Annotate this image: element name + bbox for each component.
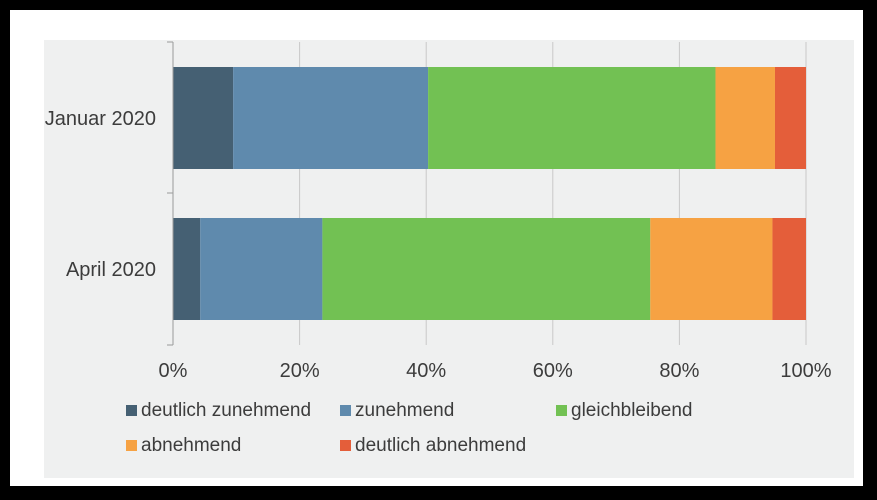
x-tick-label: 80%: [659, 360, 699, 382]
bar-deutlich-abnehmend-januar-2020: [774, 67, 806, 169]
x-tick-label: 0%: [159, 360, 188, 382]
bar-zunehmend-april-2020: [200, 218, 323, 320]
legend-label-deutlich-abnehmend: deutlich abnehmend: [355, 435, 526, 456]
x-tick-label: 40%: [406, 360, 446, 382]
bars: [173, 67, 806, 320]
legend-swatch-abnehmend: [126, 440, 137, 451]
legend-label-deutlich-zunehmend: deutlich zunehmend: [141, 400, 311, 421]
category-label: April 2020: [66, 259, 156, 281]
legend-label-zunehmend: zunehmend: [355, 400, 454, 421]
legend-label-gleichbleibend: gleichbleibend: [571, 400, 693, 421]
legend-swatch-zunehmend: [340, 405, 351, 416]
x-tick-label: 60%: [533, 360, 573, 382]
legend-swatch-deutlich-zunehmend: [126, 405, 137, 416]
category-label: Januar 2020: [45, 108, 156, 130]
legend: deutlich zunehmend zunehmend gleichbleiben…: [126, 400, 693, 456]
bar-deutlich-zunehmend-april-2020: [173, 218, 201, 320]
legend-swatch-gleichbleibend: [556, 405, 567, 416]
bar-abnehmend-januar-2020: [715, 67, 775, 169]
bar-deutlich-zunehmend-januar-2020: [173, 67, 234, 169]
axes: 0% 20% 40% 60% 80% 100% Januar 2020 April 2020: [45, 41, 832, 382]
bar-gleichbleibend-april-2020: [322, 218, 651, 320]
bar-zunehmend-januar-2020: [233, 67, 429, 169]
bar-abnehmend-april-2020: [650, 218, 773, 320]
bar-gleichbleibend-januar-2020: [428, 67, 716, 169]
x-tick-label: 20%: [280, 360, 320, 382]
x-tick-label: 100%: [780, 360, 831, 382]
legend-label-abnehmend: abnehmend: [141, 435, 241, 456]
bar-deutlich-abnehmend-april-2020: [772, 218, 806, 320]
legend-swatch-deutlich-abnehmend: [340, 440, 351, 451]
